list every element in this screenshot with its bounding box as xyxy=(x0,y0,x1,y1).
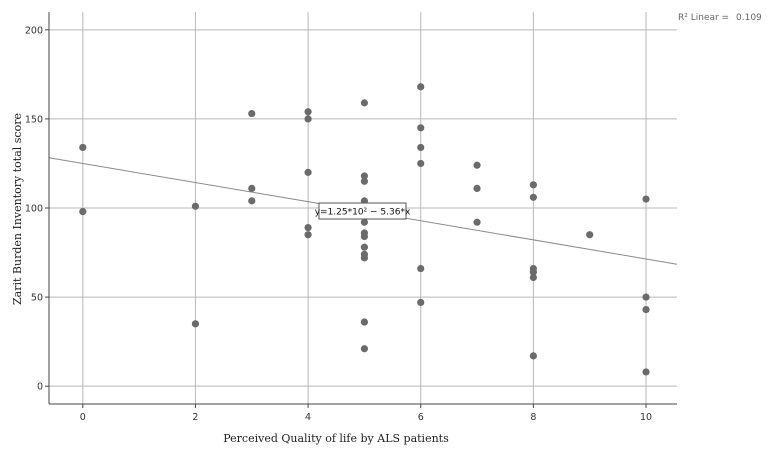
y-tick-label: 0 xyxy=(37,382,43,393)
data-point xyxy=(79,143,87,152)
x-tick-label: 4 xyxy=(305,412,311,423)
data-point xyxy=(248,197,256,205)
data-point xyxy=(642,368,650,376)
data-point xyxy=(642,293,650,301)
data-point xyxy=(360,177,369,185)
r2-annotation: R² Linear = 0.109 xyxy=(678,13,762,23)
data-point xyxy=(417,159,425,168)
data-point xyxy=(248,109,256,118)
data-point xyxy=(360,243,369,251)
data-point xyxy=(642,195,650,203)
x-tick-label: 6 xyxy=(418,412,424,423)
x-tick-label: 2 xyxy=(192,412,198,423)
data-point xyxy=(473,161,481,169)
data-point xyxy=(304,108,312,116)
data-point xyxy=(304,115,312,123)
y-tick-label: 150 xyxy=(25,114,43,125)
data-point xyxy=(529,181,537,189)
data-point xyxy=(191,202,200,210)
equation-box-frame xyxy=(318,202,407,220)
data-point xyxy=(360,345,369,353)
axes xyxy=(45,12,677,408)
y-tick-labels: 0 50 100 150 200 xyxy=(25,25,43,392)
data-point xyxy=(191,320,200,328)
data-point xyxy=(529,193,537,201)
equation-label: y=1.25*10² − 5.36*x xyxy=(315,208,411,218)
data-point xyxy=(417,83,425,91)
data-point xyxy=(417,143,425,152)
r2-label: R² Linear = xyxy=(678,13,729,23)
equation-box: y=1.25*10² − 5.36*x xyxy=(315,202,411,220)
data-point xyxy=(360,232,369,241)
x-tick-label: 10 xyxy=(640,412,652,423)
data-point xyxy=(417,264,425,273)
y-tick-label: 100 xyxy=(25,204,43,215)
x-axis-title: Perceived Quality of life by ALS patient… xyxy=(223,432,449,445)
data-point xyxy=(529,352,537,360)
data-point xyxy=(304,231,312,239)
x-tick-labels: 0 2 4 6 8 10 xyxy=(80,412,652,423)
data-point xyxy=(79,207,87,216)
x-tick-label: 0 xyxy=(80,412,86,423)
data-point xyxy=(473,218,481,226)
data-point xyxy=(642,305,650,314)
data-point xyxy=(529,268,537,276)
data-point xyxy=(304,168,312,176)
y-tick-label: 200 xyxy=(25,25,43,36)
data-point xyxy=(529,273,537,282)
data-point xyxy=(360,318,369,326)
data-point xyxy=(360,254,369,262)
data-point xyxy=(360,218,369,226)
data-point xyxy=(586,231,594,239)
data-points xyxy=(79,83,650,376)
data-point xyxy=(304,224,312,232)
x-tick-label: 8 xyxy=(530,412,536,423)
data-point xyxy=(417,124,425,132)
data-point xyxy=(360,172,369,180)
data-point xyxy=(417,298,425,307)
data-point xyxy=(360,99,369,107)
y-axis-title: Zarit Burden Inventory total score xyxy=(11,113,24,305)
r2-value: 0.109 xyxy=(736,13,762,23)
y-tick-label: 50 xyxy=(31,293,43,304)
data-point xyxy=(473,184,481,192)
data-point xyxy=(248,184,256,192)
